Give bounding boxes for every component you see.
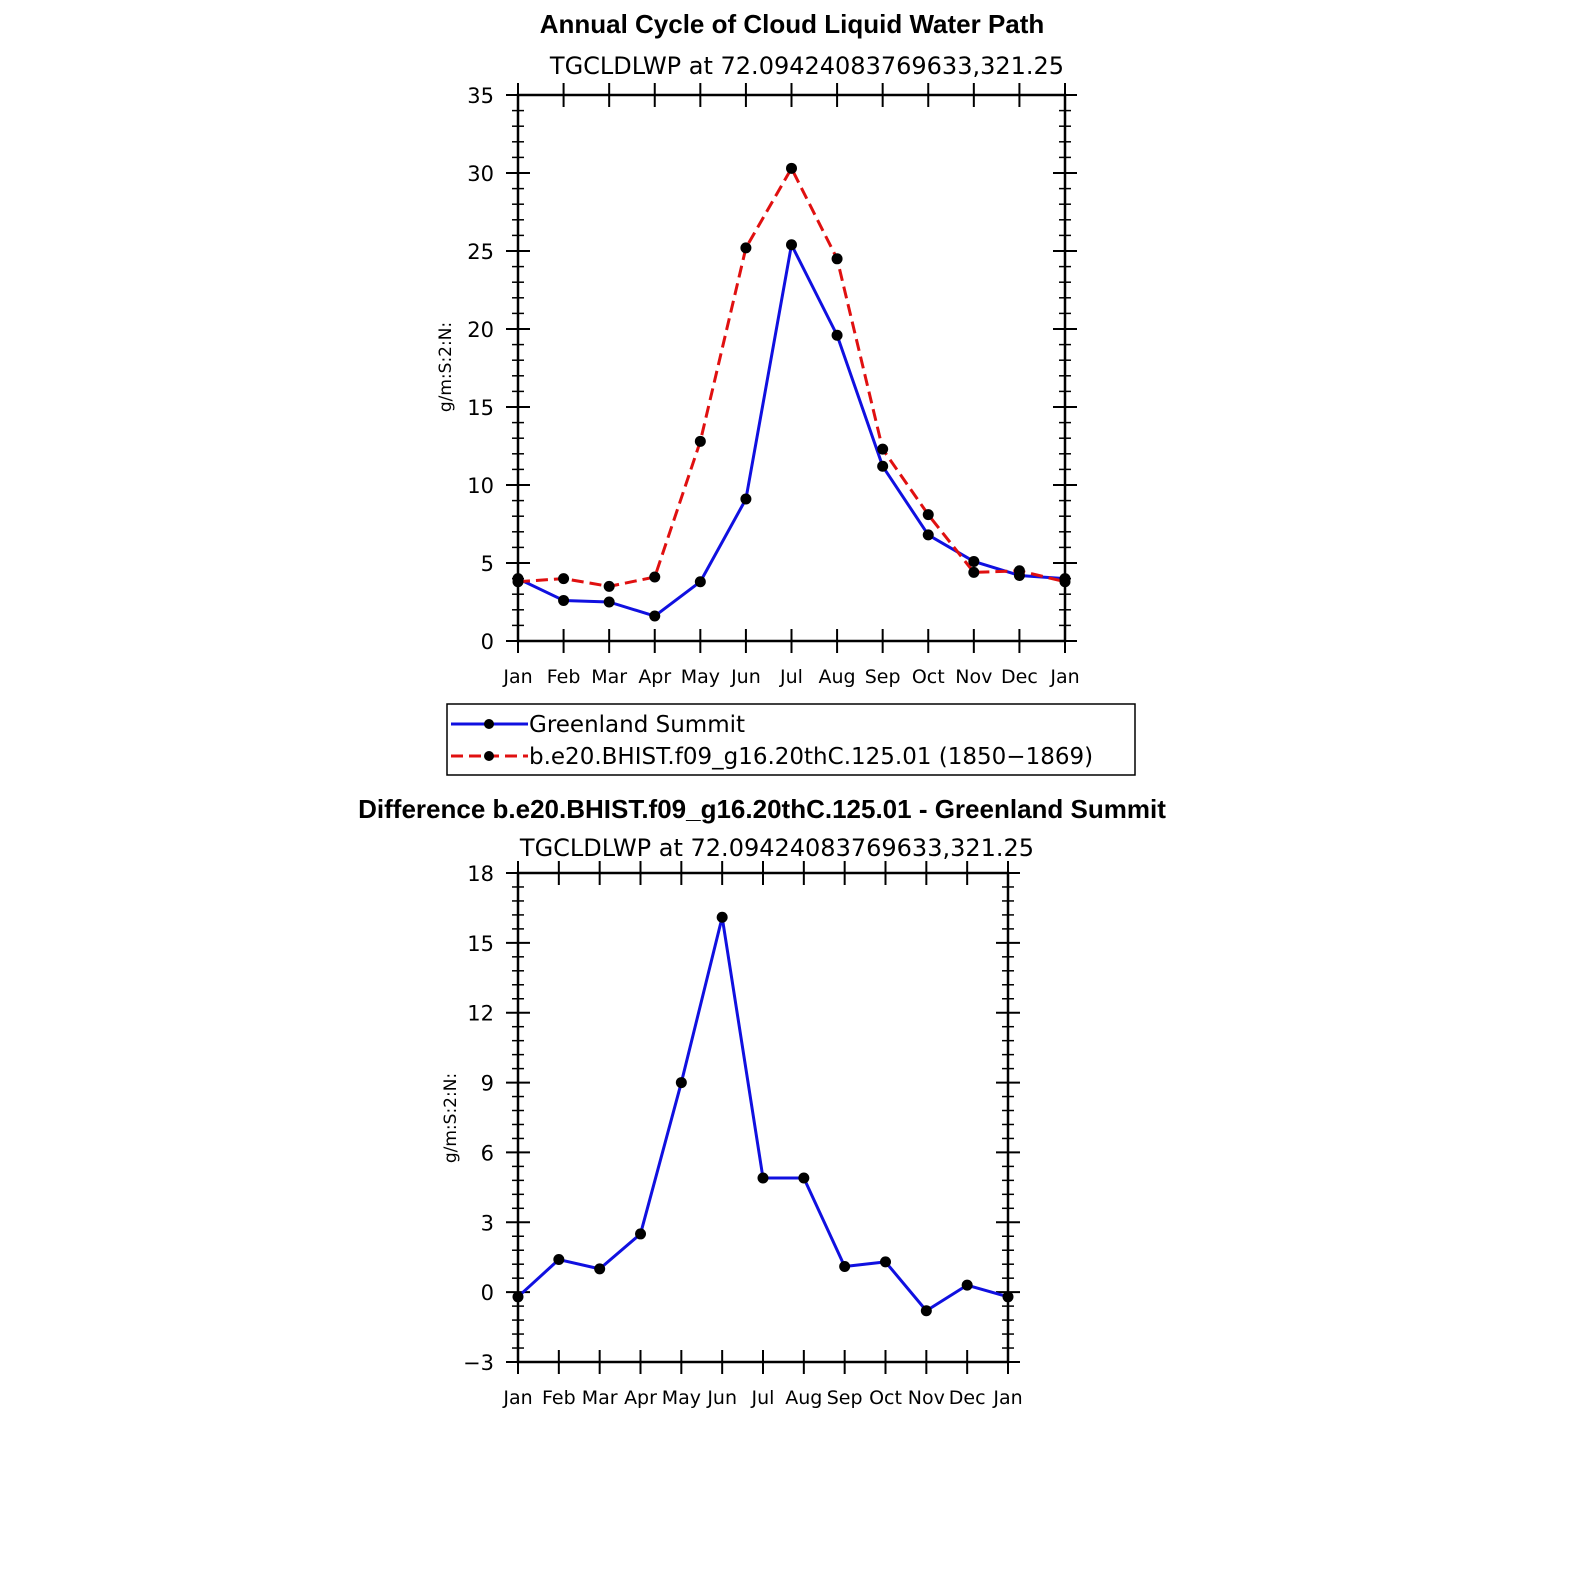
bottom-series-0-point xyxy=(594,1263,606,1275)
top-xtick-label: Aug xyxy=(819,666,856,688)
bottom-xtick-label: Jul xyxy=(751,1387,775,1409)
legend: Greenland Summit b.e20.BHIST.f09_g16.20t… xyxy=(446,703,1136,776)
top-xtick-label: Jul xyxy=(779,666,803,688)
bottom-ytick-label: 12 xyxy=(467,1002,494,1026)
top-ytick-label: 25 xyxy=(467,240,494,264)
top-ytick-label: 10 xyxy=(467,474,494,498)
bottom-xtick-label: Dec xyxy=(949,1387,986,1409)
top-series-1-point xyxy=(968,566,980,578)
top-series-1-point xyxy=(512,576,524,588)
top-ytick-label: 30 xyxy=(467,162,494,186)
top-series-0-point xyxy=(786,239,797,251)
top-series-0-point xyxy=(603,596,615,608)
bottom-xtick-label: May xyxy=(662,1387,701,1409)
bottom-xtick-label: Nov xyxy=(908,1387,945,1409)
top-xtick-label: Jun xyxy=(730,666,761,688)
top-series-1-point xyxy=(649,571,661,583)
bottom-series-0-point xyxy=(553,1254,565,1266)
top-chart-subtitle: TGCLDLWP at 72.09424083769633,321.25 xyxy=(549,52,1064,80)
top-series-1-point xyxy=(1013,565,1025,577)
bottom-chart-ylabel: g/m:S:2:N: xyxy=(441,1073,461,1163)
top-series-1-point xyxy=(877,443,889,455)
top-series-1-point xyxy=(1059,576,1071,588)
bottom-xtick-label: Sep xyxy=(827,1387,863,1409)
bottom-series-0-point xyxy=(716,911,728,923)
bottom-ytick-label: 9 xyxy=(481,1072,494,1096)
bottom-xtick-label: Mar xyxy=(582,1387,618,1409)
bottom-series-0-point xyxy=(757,1172,769,1184)
top-xtick-label: Mar xyxy=(591,666,627,688)
legend-label-model: b.e20.BHIST.f09_g16.20thC.125.01 (1850−1… xyxy=(529,744,1093,770)
top-series-0-line xyxy=(517,243,1066,618)
bottom-xtick-label: Aug xyxy=(785,1387,822,1409)
top-series-1-point xyxy=(694,435,706,447)
top-chart-plot: 0 5 10 15 20 25 30 35 Jan Feb Mar Apr May Jun Jul Aug Se… xyxy=(467,83,1080,688)
top-series-0-point xyxy=(877,460,889,472)
top-ytick-label: 15 xyxy=(467,396,494,420)
top-frame xyxy=(516,93,1067,643)
bottom-xtick-label: Apr xyxy=(624,1387,657,1409)
bottom-ytick-label: 18 xyxy=(467,862,494,886)
legend-marker-greenland xyxy=(484,719,494,729)
top-xtick-label: Dec xyxy=(1001,666,1038,688)
top-series-1-point xyxy=(603,580,615,592)
top-series-1-point xyxy=(786,162,797,174)
bottom-ytick-label: 15 xyxy=(467,932,494,956)
top-xtick-label: Oct xyxy=(912,666,945,688)
bottom-series-0-point xyxy=(961,1279,973,1291)
bottom-xtick-label: Oct xyxy=(869,1387,902,1409)
bottom-series-0-line xyxy=(516,915,1009,1313)
top-xtick-label: Apr xyxy=(638,666,671,688)
bottom-xtick-label: Jan xyxy=(992,1387,1022,1409)
bottom-series-0-point xyxy=(512,1291,524,1303)
top-series-1-point xyxy=(558,573,570,585)
top-series-1-point xyxy=(831,253,843,265)
top-ytick-label: 20 xyxy=(467,318,494,342)
bottom-ytick-label: 0 xyxy=(481,1281,494,1305)
top-xtick-label: Jan xyxy=(502,666,532,688)
bottom-series-0-point xyxy=(635,1228,646,1240)
top-series-0-point xyxy=(740,493,752,505)
bottom-ytick-label: 3 xyxy=(481,1211,494,1235)
top-series-0-point xyxy=(831,329,843,341)
bottom-chart-title: Difference b.e20.BHIST.f09_g16.20thC.125… xyxy=(358,794,1166,824)
top-series-1-point xyxy=(922,509,934,521)
top-series-0-point xyxy=(649,610,661,622)
top-series-0-point xyxy=(694,576,706,588)
top-xtick-label: Nov xyxy=(955,666,992,688)
legend-box xyxy=(446,703,1136,776)
bottom-ytick-label: 6 xyxy=(481,1141,494,1165)
top-chart-ylabel: g/m:S:2:N: xyxy=(436,322,456,412)
bottom-series-0-point xyxy=(880,1256,891,1268)
top-series-0-point xyxy=(922,529,934,541)
bottom-series-0-point xyxy=(1002,1291,1014,1303)
bottom-series-0-point xyxy=(920,1305,932,1317)
bottom-series-0-point xyxy=(675,1077,687,1089)
top-xtick-label: May xyxy=(681,666,720,688)
top-series-1-line xyxy=(517,166,1066,588)
bottom-xtick-label: Jan xyxy=(502,1387,532,1409)
bottom-series-0-point xyxy=(798,1172,810,1184)
bottom-frame xyxy=(516,871,1010,1364)
top-ytick-label: 35 xyxy=(467,84,494,108)
bottom-chart-plot: −3 0 3 6 9 12 15 18 Jan Feb Mar Apr May Jun Jul Aug Sep O… xyxy=(463,861,1023,1409)
bottom-xtick-label: Feb xyxy=(542,1387,576,1409)
top-series-0-point xyxy=(968,555,980,567)
top-series-0-point xyxy=(558,594,570,606)
top-chart-title: Annual Cycle of Cloud Liquid Water Path xyxy=(540,9,1045,39)
top-ytick-label: 0 xyxy=(481,630,494,654)
bottom-series-0-point xyxy=(839,1261,851,1273)
top-xtick-label: Feb xyxy=(547,666,581,688)
bottom-xtick-label: Jun xyxy=(706,1387,737,1409)
top-xtick-label: Jan xyxy=(1049,666,1079,688)
top-xtick-label: Sep xyxy=(865,666,901,688)
top-ytick-label: 5 xyxy=(481,552,494,576)
top-series-1-point xyxy=(740,242,752,254)
bottom-ytick-label: −3 xyxy=(463,1351,494,1375)
bottom-chart-subtitle: TGCLDLWP at 72.09424083769633,321.25 xyxy=(519,834,1034,862)
legend-label-greenland: Greenland Summit xyxy=(529,712,745,738)
legend-marker-model xyxy=(484,751,494,761)
